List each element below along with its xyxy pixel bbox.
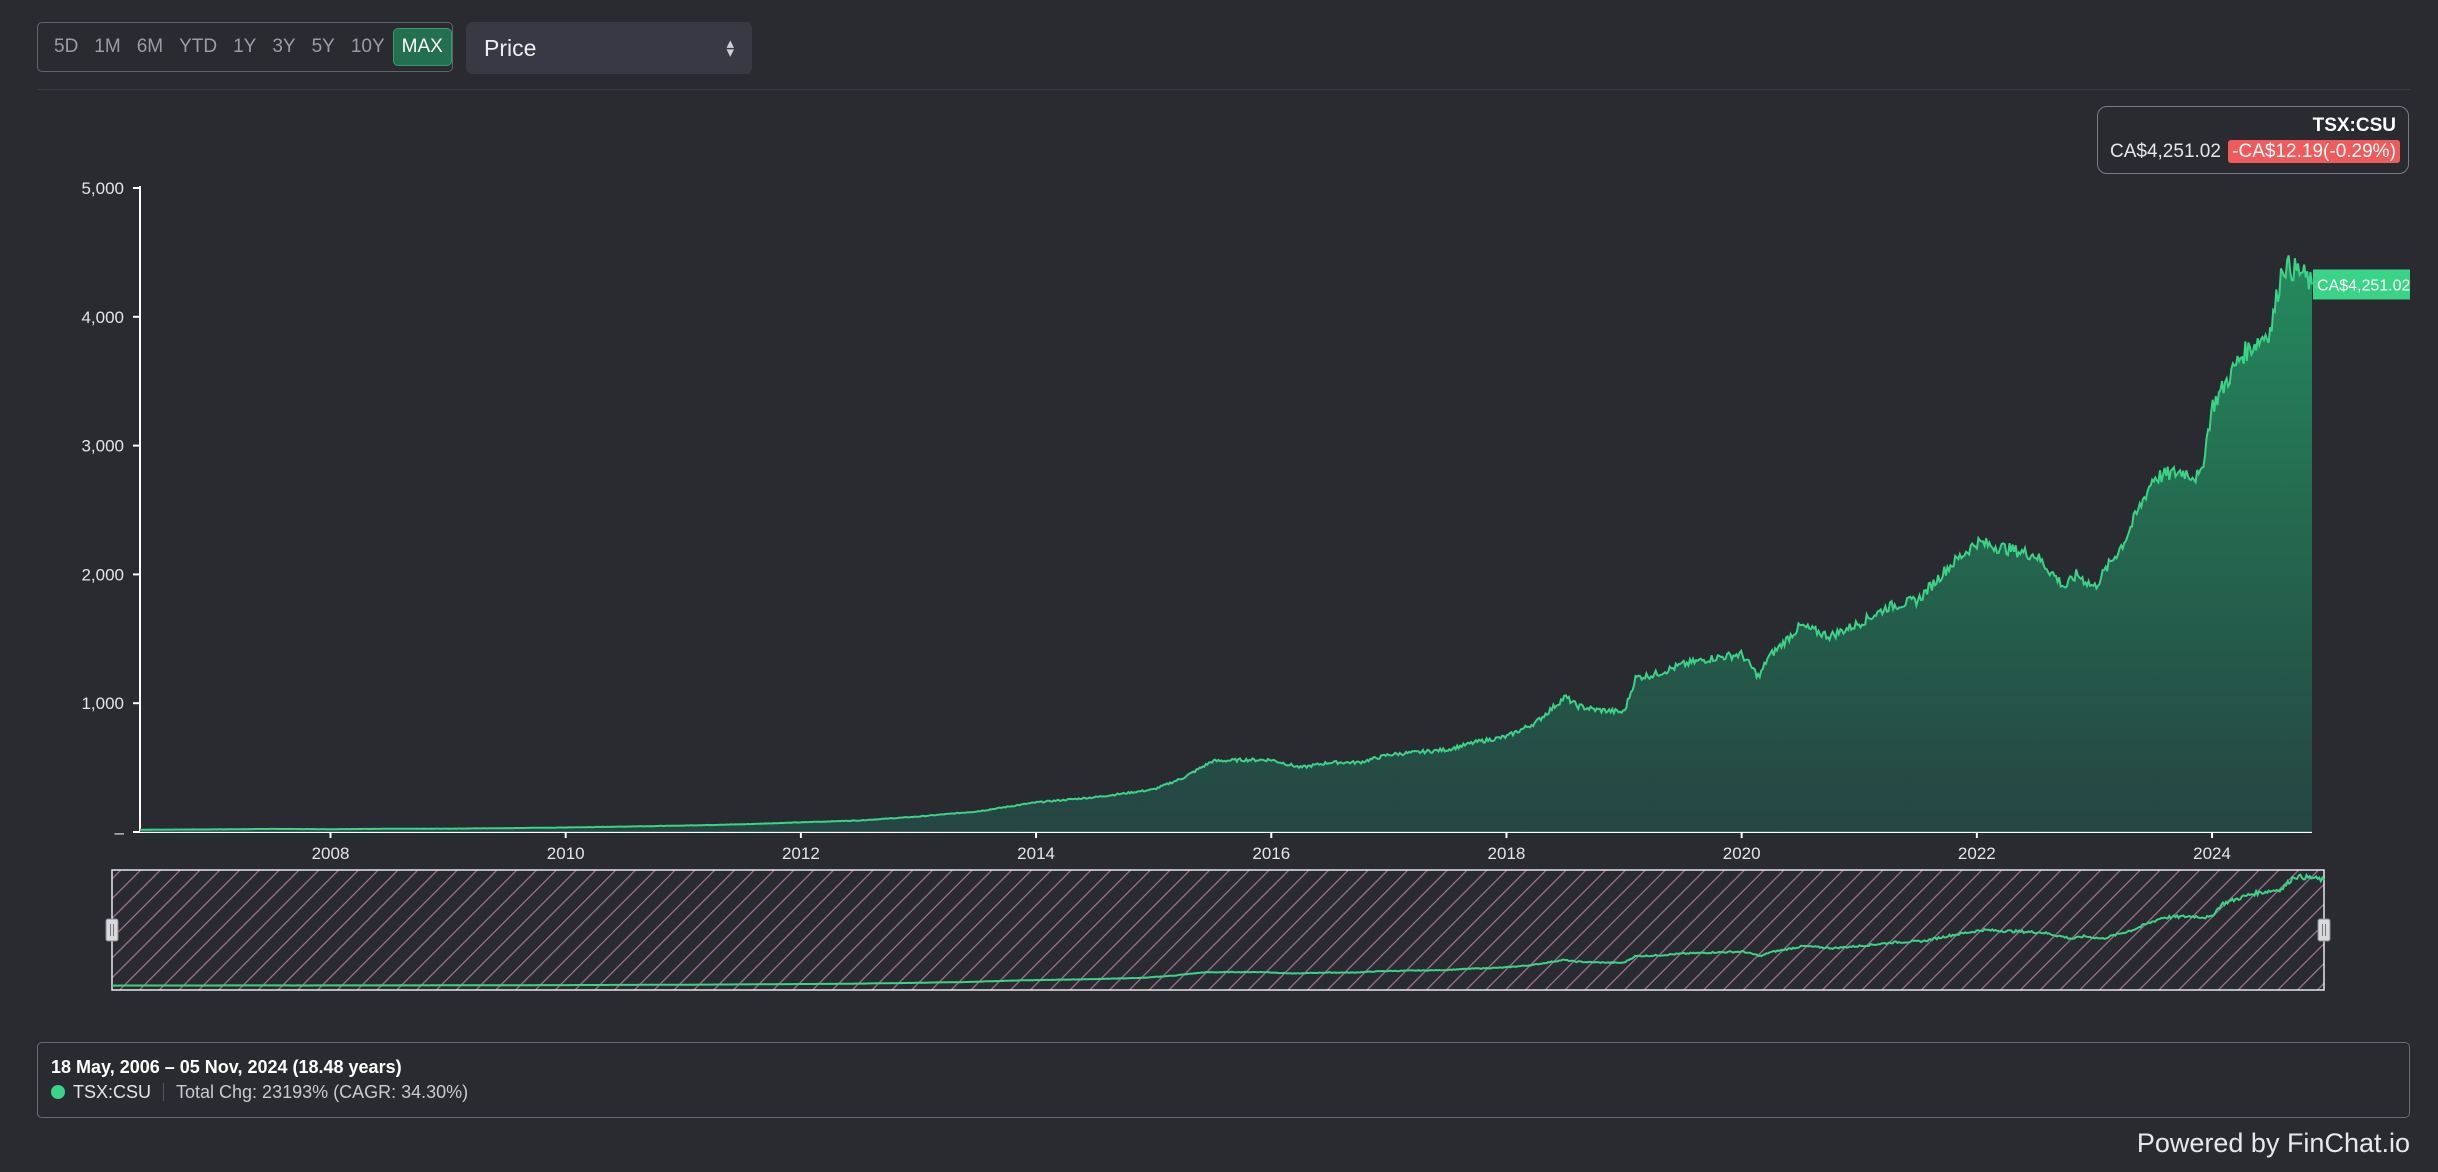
powered-by-credit: Powered by FinChat.io	[2136, 1128, 2410, 1158]
x-tick-label: 2010	[547, 844, 585, 863]
total-change-text: Total Chg: 23193% (CAGR: 34.30%)	[176, 1082, 469, 1102]
ticker-legend: TSX:CSU CA$4,251.02 -CA$12.19(-0.29%)	[2097, 106, 2409, 174]
y-tick-label: 5,000	[81, 179, 124, 198]
x-tick-label: 2012	[782, 844, 820, 863]
range-navigator[interactable]	[105, 869, 2331, 991]
range-button-5y[interactable]: 5Y	[311, 36, 335, 57]
price-line	[140, 255, 2313, 831]
range-selector: 5D 1M 6M YTD 1Y 3Y 5Y 10Y MAX	[37, 22, 453, 72]
range-button-1y[interactable]: 1Y	[233, 36, 257, 57]
toolbar-divider	[37, 89, 2410, 90]
navigator-selection	[111, 869, 2325, 991]
current-price: CA$4,251.02	[2110, 141, 2221, 162]
navigator-line	[112, 872, 2325, 987]
navigator-right-handle[interactable]	[2317, 918, 2331, 942]
y-tick-label: 1,000	[81, 694, 124, 713]
y-tick-label: 3,000	[81, 437, 124, 456]
y-tick-label: –	[115, 823, 125, 842]
range-button-6m[interactable]: 6M	[136, 36, 164, 57]
metric-dropdown[interactable]: Price ▴ ▾	[466, 22, 752, 74]
range-button-ytd[interactable]: YTD	[179, 36, 218, 57]
x-tick-label: 2020	[1723, 844, 1761, 863]
range-button-5d[interactable]: 5D	[54, 36, 79, 57]
range-button-1m[interactable]: 1M	[94, 36, 121, 57]
y-tick-label: 2,000	[81, 565, 124, 584]
date-range-text: 18 May, 2006 – 05 Nov, 2024 (18.48 years…	[51, 1057, 402, 1077]
summary-box: 18 May, 2006 – 05 Nov, 2024 (18.48 years…	[37, 1042, 2410, 1118]
y-axis: 5,000 4,000 3,000 2,000 1,000 –	[81, 179, 141, 842]
x-tick-label: 2016	[1252, 844, 1290, 863]
summary-row: TSX:CSU Total Chg: 23193% (CAGR: 34.30%)	[51, 1079, 2396, 1105]
y-tick-label: 4,000	[81, 308, 124, 327]
summary-ticker: TSX:CSU	[73, 1082, 152, 1102]
x-tick-label: 2008	[312, 844, 350, 863]
ticker-symbol: TSX:CSU	[2312, 115, 2396, 136]
x-tick-label: 2024	[2193, 844, 2231, 863]
price-area-fill	[140, 255, 2312, 832]
price-change-badge: -CA$12.19(-0.29%)	[2228, 140, 2400, 163]
x-tick-label: 2022	[1958, 844, 1996, 863]
x-axis: 2008 2010 2012 2014 2016 2018 2020 2022 2024	[140, 831, 2312, 863]
price-row: CA$4,251.02 -CA$12.19(-0.29%)	[2110, 139, 2400, 165]
plot-area	[140, 255, 2313, 832]
range-button-3y[interactable]: 3Y	[272, 36, 296, 57]
chevron-updown-icon: ▴ ▾	[726, 35, 734, 61]
last-value-text: CA$4,251.02	[2317, 277, 2411, 294]
last-value-badge	[2313, 269, 2410, 300]
x-tick-label: 2014	[1017, 844, 1055, 863]
range-button-max[interactable]: MAX	[392, 28, 452, 66]
series-color-dot	[51, 1085, 65, 1099]
range-button-10y[interactable]: 10Y	[350, 36, 385, 57]
last-value-label: CA$4,251.02	[2313, 269, 2411, 300]
metric-dropdown-label: Price	[484, 34, 537, 61]
navigator-left-handle[interactable]	[105, 918, 119, 942]
summary-separator	[163, 1083, 165, 1101]
x-tick-label: 2018	[1488, 844, 1526, 863]
